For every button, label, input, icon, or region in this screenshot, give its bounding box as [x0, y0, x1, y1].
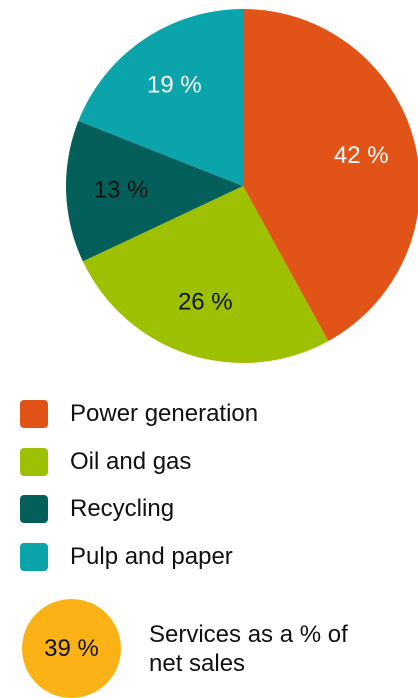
legend-swatch-power-generation: [20, 400, 48, 428]
legend-swatch-pulp-and-paper: [20, 542, 48, 571]
legend-item-pulp-and-paper: Pulp and paper: [20, 539, 258, 575]
legend-item-recycling: Recycling: [20, 491, 258, 527]
pie-chart: 42 % 26 % 13 % 19 %: [66, 8, 418, 364]
legend-swatch-oil-and-gas: [20, 447, 48, 476]
legend-item-oil-and-gas: Oil and gas: [20, 444, 258, 480]
kpi-caption: Services as a % of net sales: [149, 620, 348, 677]
kpi-circle: 39 %: [22, 599, 121, 698]
kpi-value: 39 %: [44, 634, 99, 662]
legend-label: Oil and gas: [70, 447, 192, 475]
legend: Power generation Oil and gas Recycling P…: [20, 396, 258, 586]
legend-swatch-recycling: [20, 495, 48, 523]
pie-slice-power-generation: [243, 9, 418, 342]
pie-slice-pulp-and-paper: [78, 8, 244, 186]
legend-item-power-generation: Power generation: [20, 396, 258, 432]
legend-label: Pulp and paper: [70, 542, 233, 570]
pie-slice-oil-and-gas: [82, 186, 329, 364]
legend-label: Recycling: [70, 495, 175, 522]
pie-label-pulp-and-paper: 19 %: [147, 72, 202, 99]
pie-label-recycling: 13 %: [94, 176, 149, 203]
legend-label: Power generation: [70, 400, 259, 427]
pie-label-power-generation: 42 %: [334, 142, 389, 169]
pie-slice-recycling: [66, 120, 243, 262]
pie-label-oil-and-gas: 26 %: [178, 289, 233, 316]
services-kpi: 39 % Services as a % of net sales: [22, 599, 369, 698]
